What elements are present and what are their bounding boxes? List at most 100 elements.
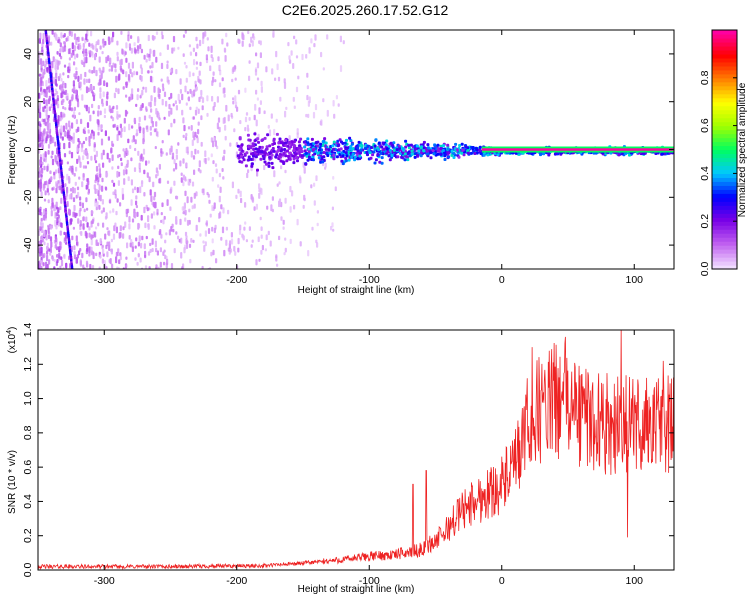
noise-cell: [121, 187, 124, 195]
noise-cell: [158, 178, 161, 184]
noise-cell: [103, 80, 106, 87]
noise-cell: [148, 114, 151, 119]
noise-cell: [222, 207, 225, 214]
noise-cell: [50, 225, 53, 230]
signal-cell: [350, 142, 354, 146]
signal-cell: [330, 150, 334, 154]
noise-cell: [68, 150, 71, 155]
snr-panel: -300 -200 -100 0 1000.00.20.40.60.81.01.21.4…: [6, 323, 675, 595]
noise-cell: [210, 49, 213, 53]
noise-cell: [169, 206, 172, 211]
noise-cell: [139, 257, 142, 263]
noise-cell: [192, 72, 195, 77]
noise-cell: [142, 138, 145, 143]
noise-cell: [45, 80, 48, 87]
noise-cell: [204, 31, 207, 37]
noise-cell: [85, 260, 89, 267]
noise-cell: [213, 227, 216, 234]
noise-cell: [211, 80, 214, 86]
noise-cell: [332, 228, 335, 232]
noise-cell: [116, 198, 119, 203]
signal-cell: [429, 156, 433, 160]
snr-ylabel: SNR (10 * v/v): [7, 450, 18, 514]
colorbar-label: Normalized spectral amplitude: [737, 82, 748, 217]
noise-cell: [82, 43, 85, 48]
noise-cell: [200, 115, 203, 121]
noise-cell: [195, 66, 198, 70]
noise-cell: [73, 108, 76, 112]
signal-cell: [388, 158, 392, 162]
noise-cell: [276, 183, 279, 187]
noise-cell: [242, 34, 245, 41]
signal-cell: [410, 149, 414, 153]
noise-cell: [86, 39, 89, 42]
noise-cell: [278, 235, 281, 241]
signal-cell: [259, 157, 263, 161]
noise-cell: [193, 192, 196, 199]
noise-cell: [306, 72, 309, 78]
noise-cell: [95, 69, 98, 77]
noise-cell: [99, 194, 102, 202]
noise-cell: [81, 94, 84, 101]
noise-cell: [337, 103, 340, 107]
signal-cell: [246, 133, 250, 137]
noise-cell: [85, 78, 88, 83]
noise-cell: [108, 40, 111, 45]
noise-cell: [297, 75, 300, 80]
noise-cell: [67, 175, 71, 180]
noise-cell: [197, 128, 200, 135]
signal-cell: [284, 154, 288, 158]
noise-cell: [208, 267, 212, 269]
signal-cell: [340, 159, 344, 163]
noise-cell: [143, 192, 146, 197]
signal-cell: [349, 139, 353, 143]
signal-cell: [373, 147, 377, 151]
noise-cell: [40, 220, 43, 226]
noise-cell: [59, 48, 62, 53]
noise-cell: [134, 245, 137, 249]
noise-cell: [197, 78, 201, 84]
signal-cell: [249, 157, 253, 161]
colorbar-step: [712, 105, 737, 111]
noise-cell: [126, 208, 130, 214]
noise-cell: [255, 52, 258, 57]
noise-cell: [54, 88, 57, 92]
signal-cell: [285, 159, 289, 163]
noise-cell: [129, 145, 132, 149]
noise-cell: [280, 216, 283, 221]
noise-cell: [79, 73, 83, 80]
noise-cell: [287, 42, 290, 47]
noise-cell: [181, 266, 184, 269]
noise-cell: [87, 106, 90, 112]
noise-cell: [103, 108, 107, 114]
noise-cell: [83, 78, 86, 85]
noise-cell: [145, 106, 148, 111]
noise-cell: [282, 219, 285, 225]
noise-cell: [70, 151, 74, 159]
noise-cell: [260, 226, 263, 231]
noise-cell: [259, 40, 262, 46]
noise-cell: [168, 96, 171, 100]
noise-cell: [90, 43, 93, 49]
noise-cell: [54, 141, 57, 147]
noise-cell: [143, 169, 146, 175]
noise-cell: [210, 54, 213, 59]
noise-cell: [258, 258, 261, 262]
noise-cell: [202, 32, 205, 39]
signal-cell: [294, 152, 298, 156]
signal-cell: [446, 147, 450, 151]
signal-cell: [325, 151, 329, 155]
colorbar-step: [712, 265, 737, 270]
noise-cell: [241, 234, 244, 239]
noise-cell: [38, 230, 41, 236]
noise-cell: [184, 217, 187, 222]
noise-cell: [147, 251, 151, 256]
signal-cell: [469, 151, 473, 155]
signal-cell: [403, 152, 407, 156]
signal-cell: [347, 158, 351, 162]
signal-cell: [324, 147, 328, 151]
noise-cell: [170, 145, 173, 153]
signal-cell: [380, 156, 384, 160]
noise-cell: [105, 172, 109, 177]
